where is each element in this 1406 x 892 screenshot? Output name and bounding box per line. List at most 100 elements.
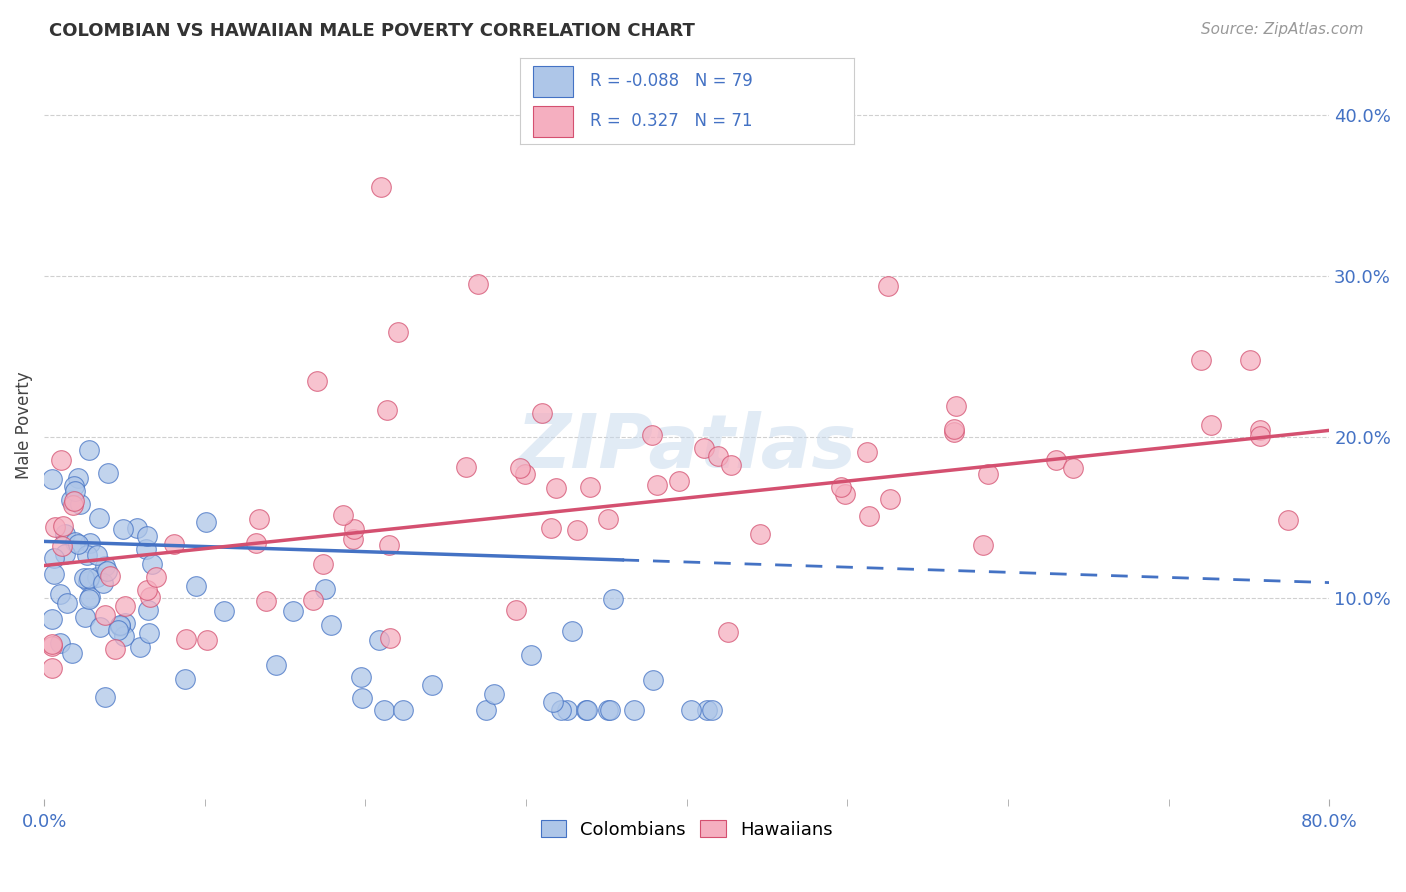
- Point: [1062, 460, 1084, 475]
- Point: [314, 582, 336, 596]
- Point: [879, 492, 901, 507]
- Point: [830, 480, 852, 494]
- Point: [1249, 428, 1271, 442]
- Point: [163, 537, 186, 551]
- Point: [596, 512, 619, 526]
- Point: [943, 422, 966, 436]
- Point: [254, 594, 277, 608]
- Point: [373, 703, 395, 717]
- Point: [41, 612, 63, 626]
- Point: [543, 694, 565, 708]
- Point: [540, 521, 562, 535]
- Point: [125, 521, 148, 535]
- Point: [89, 620, 111, 634]
- Point: [44, 566, 66, 581]
- Point: [264, 657, 287, 672]
- Point: [73, 571, 96, 585]
- Point: [575, 703, 598, 717]
- Point: [63, 479, 86, 493]
- Point: [86, 570, 108, 584]
- Point: [596, 703, 619, 717]
- Point: [482, 687, 505, 701]
- Point: [107, 623, 129, 637]
- Point: [114, 615, 136, 630]
- Point: [60, 646, 83, 660]
- Point: [877, 279, 900, 293]
- Point: [301, 593, 323, 607]
- Point: [342, 532, 364, 546]
- Point: [693, 441, 716, 455]
- Point: [391, 703, 413, 717]
- Point: [602, 592, 624, 607]
- Point: [87, 510, 110, 524]
- Legend: Colombians, Hawaiians: Colombians, Hawaiians: [533, 813, 839, 846]
- Point: [65, 535, 87, 549]
- Point: [1189, 352, 1212, 367]
- Point: [1277, 513, 1299, 527]
- Point: [544, 481, 567, 495]
- Point: [370, 180, 392, 194]
- Point: [66, 471, 89, 485]
- Point: [342, 522, 364, 536]
- Point: [623, 703, 645, 717]
- Point: [42, 550, 65, 565]
- Point: [945, 399, 967, 413]
- Point: [557, 703, 579, 717]
- Point: [145, 570, 167, 584]
- Point: [76, 548, 98, 562]
- Point: [475, 703, 498, 717]
- Point: [1239, 353, 1261, 368]
- Point: [79, 591, 101, 606]
- Point: [194, 515, 217, 529]
- Point: [195, 632, 218, 647]
- Text: ZIPatlas: ZIPatlas: [516, 410, 856, 483]
- Point: [350, 691, 373, 706]
- Point: [561, 624, 583, 638]
- Point: [52, 519, 75, 533]
- Point: [108, 618, 131, 632]
- Point: [977, 467, 1000, 481]
- Point: [378, 631, 401, 645]
- Point: [79, 535, 101, 549]
- Point: [66, 537, 89, 551]
- Point: [97, 466, 120, 480]
- Point: [1249, 423, 1271, 437]
- Point: [942, 425, 965, 439]
- Point: [114, 599, 136, 613]
- Point: [576, 703, 599, 717]
- Point: [311, 558, 333, 572]
- Point: [321, 617, 343, 632]
- Point: [531, 406, 554, 420]
- Point: [834, 487, 856, 501]
- Point: [128, 640, 150, 654]
- Point: [56, 596, 79, 610]
- Point: [247, 512, 270, 526]
- Point: [212, 604, 235, 618]
- Point: [420, 678, 443, 692]
- Point: [41, 661, 63, 675]
- Point: [136, 603, 159, 617]
- Point: [520, 648, 543, 663]
- Point: [858, 509, 880, 524]
- Point: [855, 445, 877, 459]
- Point: [41, 637, 63, 651]
- Point: [91, 575, 114, 590]
- Point: [599, 703, 621, 717]
- Point: [281, 604, 304, 618]
- Point: [720, 458, 742, 473]
- Point: [98, 569, 121, 583]
- Point: [77, 574, 100, 588]
- Point: [48, 586, 70, 600]
- Point: [174, 632, 197, 646]
- Point: [79, 591, 101, 605]
- Point: [565, 523, 588, 537]
- Point: [350, 670, 373, 684]
- Point: [467, 277, 489, 291]
- Point: [138, 626, 160, 640]
- Text: COLOMBIAN VS HAWAIIAN MALE POVERTY CORRELATION CHART: COLOMBIAN VS HAWAIIAN MALE POVERTY CORRE…: [49, 22, 695, 40]
- Point: [94, 607, 117, 622]
- Point: [641, 428, 664, 442]
- Point: [668, 474, 690, 488]
- Point: [139, 591, 162, 605]
- Point: [49, 636, 72, 650]
